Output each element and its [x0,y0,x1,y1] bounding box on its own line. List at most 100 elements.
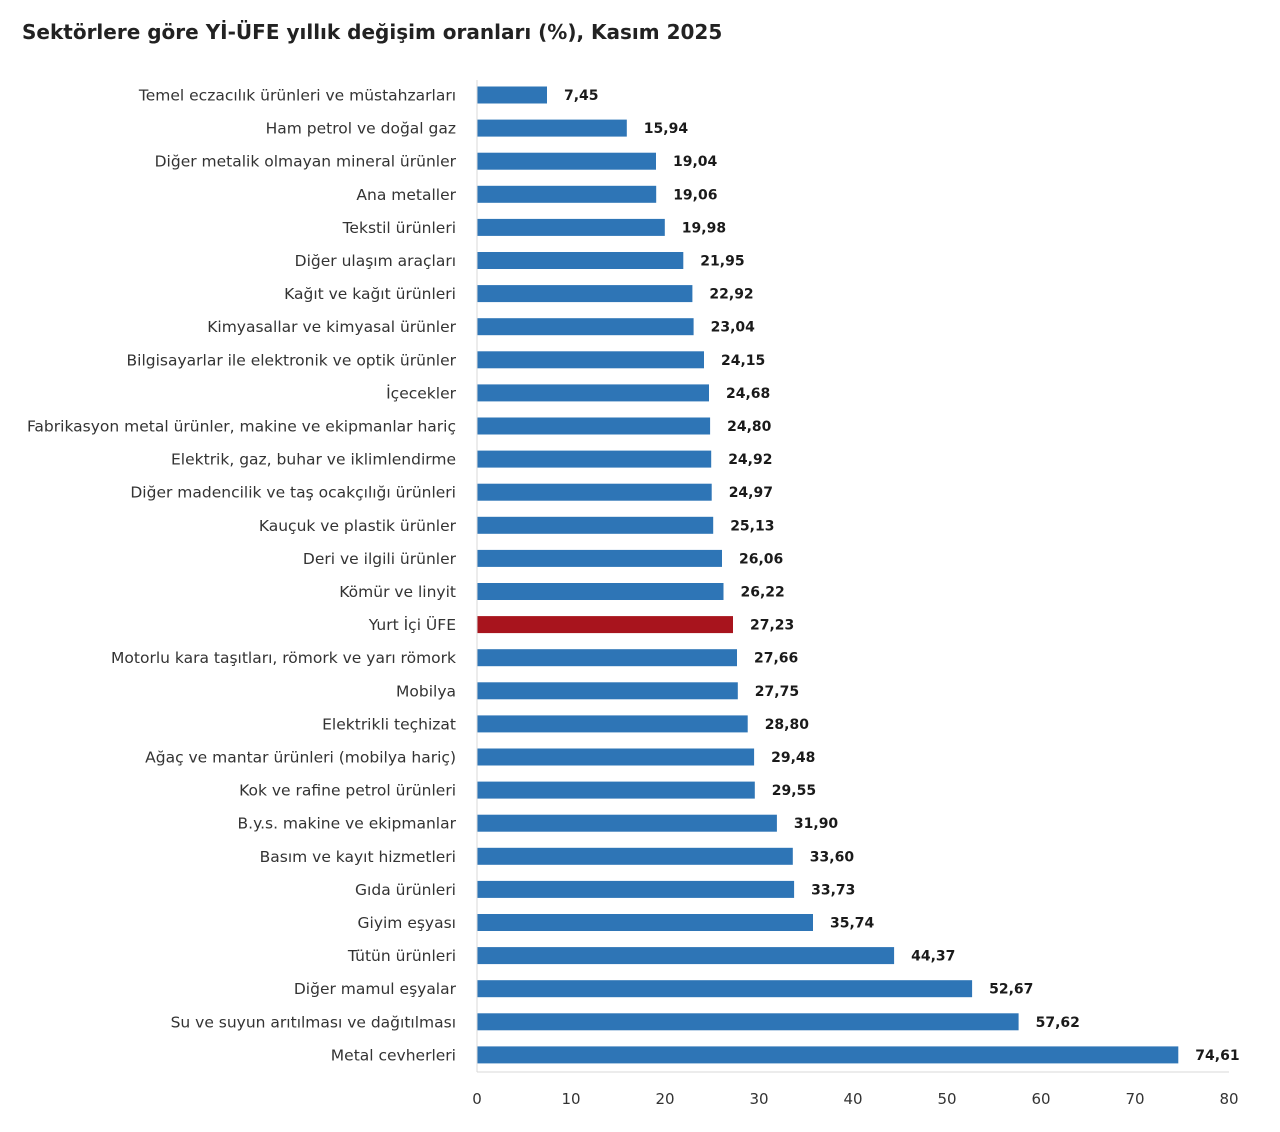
bar [477,384,709,402]
bar [477,252,684,269]
x-tick-label: 70 [1125,1090,1144,1108]
value-label: 57,62 [1036,1015,1080,1031]
category-label: Ağaç ve mantar ürünleri (mobilya hariç) [145,749,456,767]
value-label: 24,97 [729,485,773,501]
category-label: Basım ve kayıt hizmetleri [260,848,456,866]
category-label: Motorlu kara taşıtları, römork ve yarı r… [111,649,456,667]
category-label: Gıda ürünleri [355,881,456,899]
chart-title: Sektörlere göre Yİ-ÜFE yıllık değişim or… [22,20,723,44]
bar [477,847,793,865]
x-tick-label: 80 [1219,1090,1238,1108]
value-label: 26,22 [741,585,785,601]
x-tick-label: 50 [937,1090,956,1108]
bar [477,583,724,600]
category-label: Elektrik, gaz, buhar ve iklimlendirme [171,451,456,469]
category-label: Diğer mamul eşyalar [294,980,457,998]
category-label: Diğer metalik olmayan mineral ürünler [155,153,457,171]
category-label: Kömür ve linyit [339,583,456,601]
value-labels: 7,45 15,94 19,04 19,06 19,98 21,95 22,92 23,04 2… [564,88,1240,1064]
x-tick-label: 40 [843,1090,862,1108]
bar [477,152,656,170]
bar [477,516,714,534]
value-label: 24,15 [721,353,765,369]
value-label: 27,23 [750,618,794,634]
bar [477,450,712,468]
bar-highlight [477,616,733,634]
value-label: 31,90 [794,816,839,832]
category-label: Mobilya [396,682,456,700]
bar [477,947,895,965]
category-label: Su ve suyun arıtılması ve dağıtılması [171,1013,456,1031]
category-label: İçecekler [386,383,457,402]
bar [477,483,712,501]
value-label: 74,61 [1195,1048,1239,1064]
category-label: Bilgisayarlar ile elektronik ve optik ür… [127,351,457,369]
value-label: 19,06 [673,187,717,203]
category-label: Kok ve rafine petrol ürünleri [239,782,456,800]
bar [477,781,755,799]
value-label: 25,13 [730,518,774,534]
bar [477,682,738,700]
bar [477,715,748,733]
value-label: 7,45 [564,88,599,104]
value-label: 22,92 [709,287,753,303]
value-label: 24,92 [728,452,772,468]
category-label: Fabrikasyon metal ürünler, makine ve eki… [27,418,456,436]
category-label: B.y.s. makine ve ekipmanlar [238,815,457,833]
x-tick-label: 30 [749,1090,768,1108]
value-label: 19,04 [673,154,718,170]
value-label: 26,06 [739,551,783,567]
category-label: Deri ve ilgili ürünler [303,550,457,568]
bar [477,748,755,766]
bar [477,549,722,567]
bar [477,814,777,832]
category-label: Tekstil ürünleri [342,219,456,237]
bar [477,119,627,137]
category-label: Kauçuk ve plastik ürünler [259,517,457,535]
value-label: 44,37 [911,949,955,965]
x-axis: 0 10 20 30 40 50 60 70 80 [472,80,1239,1108]
bar [477,1013,1019,1031]
value-label: 24,80 [727,419,772,435]
value-label: 29,48 [771,750,815,766]
category-label: Giyim eşyası [358,914,457,932]
category-label: Metal cevherleri [331,1046,456,1064]
bar [477,1046,1179,1064]
value-label: 29,55 [772,783,816,799]
category-label: Kimyasallar ve kimyasal ürünler [207,318,456,336]
bar [477,649,737,667]
bar [477,980,973,998]
value-label: 23,04 [711,320,756,336]
category-label: Elektrikli teçhizat [322,715,456,733]
value-label: 52,67 [989,982,1033,998]
x-tick-label: 60 [1031,1090,1050,1108]
category-label: Ana metaller [356,186,456,204]
value-label: 28,80 [765,717,810,733]
x-tick-label: 10 [561,1090,580,1108]
category-label: Diğer madencilik ve taş ocakçılığı ürünl… [130,484,456,502]
value-label: 27,66 [754,651,798,667]
value-label: 21,95 [700,254,744,270]
category-label: Tütün ürünleri [347,947,456,965]
bar [477,880,795,898]
category-label: Temel eczacılık ürünleri ve müstahzarlar… [138,87,456,105]
bar [477,185,657,203]
value-label: 27,75 [755,684,799,700]
x-tick-label: 0 [472,1090,482,1108]
x-tick-label: 20 [655,1090,674,1108]
bar [477,318,694,336]
category-labels: Temel eczacılık ürünleri ve müstahzarlar… [27,87,457,1065]
category-label: Yurt İçi ÜFE [368,615,456,634]
value-label: 19,98 [682,220,726,236]
value-label: 33,73 [811,882,855,898]
bars-group [477,86,1179,1064]
value-label: 24,68 [726,386,770,402]
bar [477,285,693,303]
bar [477,86,547,104]
category-label: Diğer ulaşım araçları [295,252,456,270]
bar [477,351,704,369]
value-label: 33,60 [810,849,855,865]
category-label: Ham petrol ve doğal gaz [266,120,456,138]
bar [477,914,813,931]
